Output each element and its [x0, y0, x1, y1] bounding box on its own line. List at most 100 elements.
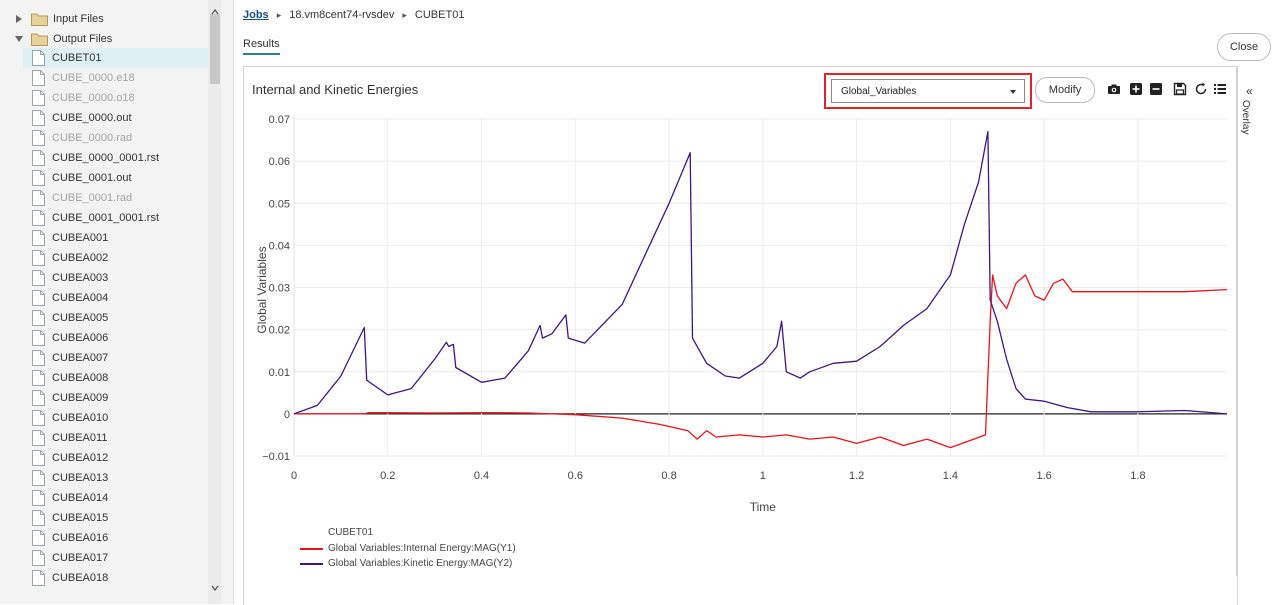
zoom-out-icon[interactable] [1149, 82, 1163, 96]
file-label: CUBE_0000_0001.rst [52, 152, 160, 164]
file-list-item[interactable]: CUBEA004 [0, 288, 200, 308]
file-list-item[interactable]: CUBEA011 [0, 428, 200, 448]
sidebar-scrollbar[interactable] [208, 0, 221, 604]
kinetic-energy-series-line[interactable] [293, 130, 1228, 415]
file-list-item[interactable]: CUBEA012 [0, 448, 200, 468]
save-icon[interactable] [1173, 82, 1187, 96]
legend-item-kinetic-energy[interactable]: Global Variables:Kinetic Energy:MAG(Y2) [300, 558, 512, 569]
file-list-item[interactable]: CUBEA005 [0, 308, 200, 328]
y-tick-label: 0.05 [269, 198, 290, 210]
file-list-item[interactable]: CUBEA007 [0, 348, 200, 368]
y-tick-label: 0.07 [269, 114, 290, 126]
file-list-item[interactable]: CUBEA015 [0, 508, 200, 528]
file-list-item[interactable]: CUBEA017 [0, 548, 200, 568]
file-list-item[interactable]: CUBEA016 [0, 528, 200, 548]
legend-label-internal: Global Variables:Internal Energy:MAG(Y1) [328, 543, 516, 554]
file-list-item[interactable]: CUBE_0001_0001.rst [0, 208, 200, 228]
file-list-item[interactable]: CUBEA001 [0, 228, 200, 248]
file-label: CUBEA017 [52, 552, 109, 564]
file-list-item[interactable]: CUBEA008 [0, 368, 200, 388]
tree-folder-output-files[interactable]: Output Files [0, 29, 208, 49]
file-label: CUBE_0001.rad [52, 192, 133, 204]
chevron-down-icon[interactable] [14, 34, 24, 44]
file-icon [32, 190, 45, 209]
file-list-item[interactable]: CUBE_0000.o18 [0, 88, 200, 108]
file-list-item[interactable]: CUBE_0000.out [0, 108, 200, 128]
file-label: CUBEA007 [52, 352, 109, 364]
x-tick-label: 0 [291, 470, 297, 482]
legend-item-internal-energy[interactable]: Global Variables:Internal Energy:MAG(Y1) [300, 543, 516, 554]
overlay-rail [1236, 66, 1267, 576]
x-tick-label: 0.4 [474, 470, 489, 482]
file-icon [32, 370, 45, 389]
caret-down-icon [1010, 90, 1016, 94]
file-list-item[interactable]: CUBET01 [23, 48, 208, 68]
variable-select[interactable]: Global_Variables [831, 79, 1025, 103]
scroll-down-icon[interactable] [211, 578, 219, 596]
file-list-item[interactable]: CUBEA002 [0, 248, 200, 268]
file-icon [32, 570, 45, 589]
internal-energy-series-line[interactable] [294, 274, 1228, 449]
file-list-item[interactable]: CUBEA013 [0, 468, 200, 488]
file-label: CUBEA009 [52, 392, 109, 404]
file-label: CUBEA012 [52, 452, 109, 464]
overlay-toggle[interactable]: Overlay [1240, 100, 1251, 135]
file-label: CUBEA014 [52, 492, 109, 504]
file-list-item[interactable]: CUBEA014 [0, 488, 200, 508]
file-icon [32, 90, 45, 109]
chevron-right-icon[interactable] [14, 14, 24, 24]
breadcrumb-job[interactable]: 18.vm8cent74-rvsdev [289, 9, 395, 21]
double-chevron-left-icon[interactable]: « [1246, 84, 1253, 98]
y-tick-label: 0.06 [269, 156, 290, 168]
zoom-in-icon[interactable] [1129, 82, 1143, 96]
variable-select-value: Global_Variables [841, 85, 917, 97]
file-list-item[interactable]: CUBE_0000.e18 [0, 68, 200, 88]
list-icon[interactable] [1213, 82, 1227, 96]
breadcrumb-separator-icon: ▸ [402, 9, 407, 20]
y-tick-label: 0.03 [269, 283, 290, 295]
scroll-up-icon[interactable] [211, 2, 219, 20]
folder-icon [31, 12, 48, 29]
file-list-item[interactable]: CUBEA018 [0, 568, 200, 588]
sidebar-scroll-thumb[interactable] [210, 14, 220, 84]
file-icon [32, 310, 45, 329]
legend-swatch-internal [300, 547, 323, 550]
file-list-item[interactable]: CUBE_0000.rad [0, 128, 200, 148]
file-icon [32, 550, 45, 569]
file-label: CUBEA006 [52, 332, 109, 344]
file-list-item[interactable]: CUBE_0001.out [0, 168, 200, 188]
file-icon [32, 470, 45, 489]
file-icon [32, 230, 45, 249]
camera-icon[interactable] [1107, 82, 1121, 96]
file-list-item[interactable]: CUBE_0001.rad [0, 188, 200, 208]
modify-button[interactable]: Modify [1035, 77, 1095, 103]
file-icon [32, 530, 45, 549]
folder-open-icon [31, 32, 48, 49]
file-icon [32, 510, 45, 529]
y-tick-label: 0.04 [269, 240, 290, 252]
file-icon [32, 170, 45, 189]
breadcrumb-jobs-link[interactable]: Jobs [243, 9, 269, 21]
chart-panel [243, 66, 1238, 605]
file-label: CUBEA010 [52, 412, 109, 424]
file-icon [32, 130, 45, 149]
file-list-item[interactable]: CUBE_0000_0001.rst [0, 148, 200, 168]
x-tick-label: 1.4 [943, 470, 958, 482]
reset-icon[interactable] [1194, 82, 1208, 96]
file-list-item[interactable]: CUBEA006 [0, 328, 200, 348]
file-icon [32, 110, 45, 129]
tab-results[interactable]: Results [243, 38, 280, 55]
file-icon [32, 490, 45, 509]
tree-folder-input-files[interactable]: Input Files [0, 9, 208, 29]
file-label: CUBEA015 [52, 512, 109, 524]
file-icon [32, 210, 45, 229]
file-label: CUBE_0000.out [52, 112, 132, 124]
file-label: CUBEA011 [52, 432, 108, 444]
y-tick-label: 0.01 [269, 367, 290, 379]
file-list-item[interactable]: CUBEA009 [0, 388, 200, 408]
x-tick-label: 0.2 [380, 470, 395, 482]
file-list-item[interactable]: CUBEA003 [0, 268, 200, 288]
file-list-item[interactable]: CUBEA010 [0, 408, 200, 428]
close-button[interactable]: Close [1217, 33, 1271, 61]
